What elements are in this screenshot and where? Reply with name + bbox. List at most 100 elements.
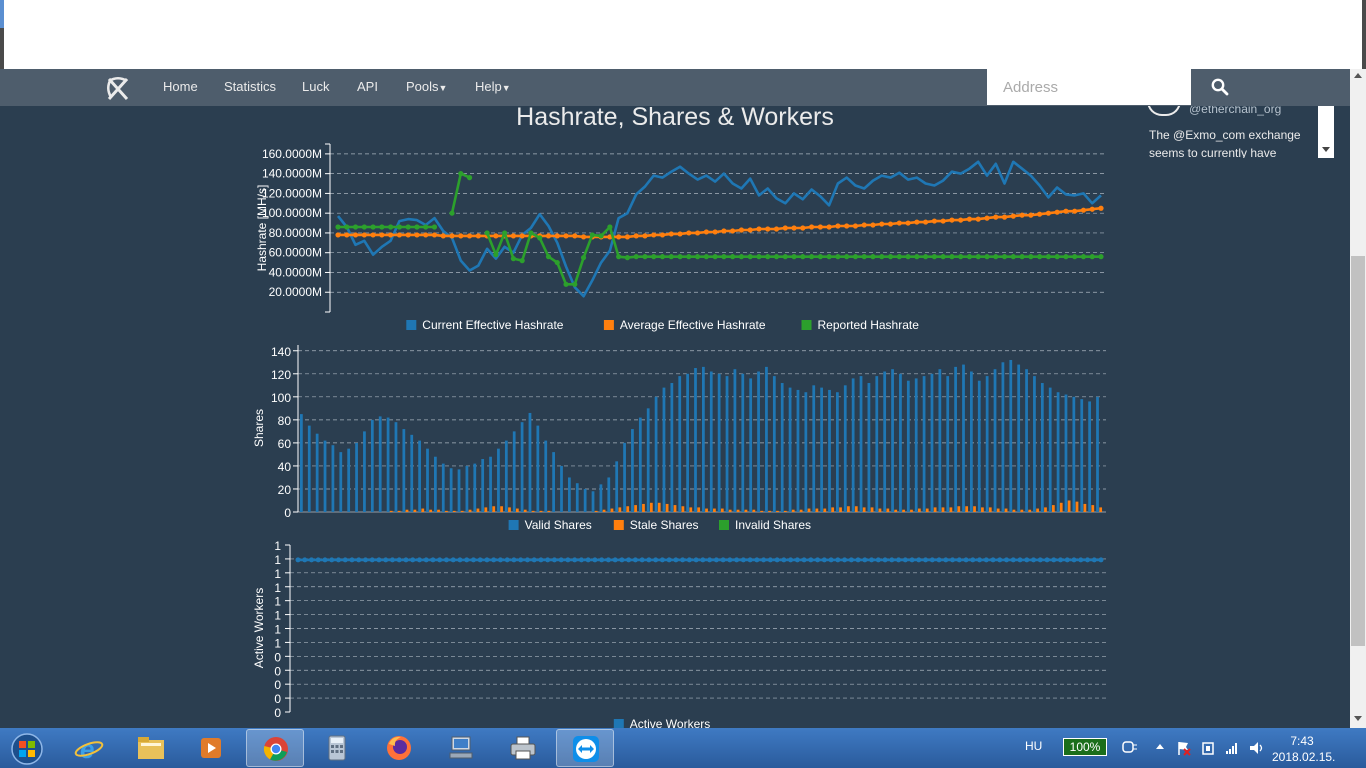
start-button[interactable] [2,729,52,767]
volume-icon[interactable] [1248,740,1266,756]
scroll-up-arrow-icon[interactable] [1354,73,1362,78]
data-point [1098,557,1104,563]
valid-share-bar [662,387,666,512]
data-point [379,232,385,238]
taskbar-ie[interactable]: e [60,729,118,767]
data-point [1045,254,1051,260]
taskbar-network[interactable] [432,729,490,767]
stale-share-bar [594,510,598,512]
data-point [414,224,420,230]
stale-share-bar [602,509,606,512]
data-point [493,233,499,239]
data-point [1010,557,1016,563]
data-point [466,233,473,239]
scroll-down-arrow-icon[interactable] [1354,716,1362,721]
stale-share-bar [728,509,732,512]
address-search-input[interactable] [987,69,1191,105]
data-point [1078,557,1084,563]
data-point [633,254,639,260]
data-point [984,215,990,221]
data-point [578,557,584,563]
data-point [405,224,411,230]
valid-share-bar [1056,392,1060,512]
stale-share-bar [925,508,929,512]
clock[interactable]: 7:43 2018.02.15. [1272,733,1335,765]
search-button[interactable] [1191,69,1249,105]
valid-share-bar [1088,401,1091,512]
data-point [712,254,718,260]
taskbar-explorer[interactable] [122,729,180,767]
data-point [914,219,920,225]
nav-help-dropdown[interactable]: Help▼ [475,79,511,96]
data-point [949,254,955,260]
data-point [376,557,382,563]
data-point [414,232,420,238]
scrollbar-thumb[interactable] [1351,256,1365,646]
taskbar-media-player[interactable] [182,729,240,767]
battery-indicator[interactable]: 100% [1063,738,1107,756]
valid-share-bar [741,373,745,512]
taskbar-firefox[interactable] [370,729,428,767]
data-point [1019,254,1025,260]
language-indicator[interactable]: HU [1025,739,1043,753]
page-title: Hashrate, Shares & Workers [516,103,834,131]
data-point [1019,212,1025,218]
y-tick-label: 0 [274,692,281,706]
data-point [694,254,701,260]
data-point [537,235,543,241]
stale-share-bar [523,509,527,512]
data-point [677,231,683,237]
stale-share-bar [996,508,1000,512]
y-tick-label: 0 [274,650,281,664]
pickaxe-logo-icon[interactable] [104,74,132,102]
data-point [335,557,341,563]
valid-share-bar [891,369,894,512]
power-plug-icon[interactable] [1120,740,1138,754]
data-point [966,216,973,222]
data-point [997,557,1003,563]
valid-share-bar [591,491,595,512]
data-point [1080,207,1087,213]
data-point [943,557,949,563]
twitter-handle[interactable]: @etherchain_org [1189,106,1282,116]
legend-swatch [613,520,624,530]
data-point [626,557,632,563]
data-point [423,557,429,563]
data-point [984,254,990,260]
show-hidden-icons-icon[interactable] [1155,742,1165,752]
stale-share-bar [823,508,827,512]
data-point [869,557,875,563]
stale-share-bar [776,510,779,512]
data-point [1017,557,1023,563]
page-scrollbar[interactable] [1350,69,1366,728]
stale-share-bar [1091,505,1095,512]
data-point [782,254,788,260]
data-point [852,254,859,260]
taskbar-printer[interactable] [494,729,552,767]
data-point [1001,214,1008,220]
nav-statistics[interactable]: Statistics [224,79,277,94]
nav-home[interactable]: Home [163,79,198,94]
data-point [308,557,314,563]
data-point [761,557,767,563]
action-center-flag-icon[interactable] [1176,740,1192,756]
valid-share-bar [646,408,650,512]
data-point [956,557,962,563]
valid-share-bar [1025,369,1028,512]
data-point [295,557,301,563]
taskbar-calculator[interactable] [308,729,366,767]
device-manager-icon[interactable] [1200,740,1216,756]
valid-share-bar [875,376,879,512]
data-point [800,225,806,231]
twitter-scrollbar[interactable] [1318,106,1334,158]
valid-share-bar [725,376,729,512]
nav-pools-dropdown[interactable]: Pools▼ [406,79,447,96]
nav-api[interactable]: API [357,79,378,94]
taskbar-teamviewer[interactable] [556,729,614,767]
data-point [302,557,308,563]
nav-luck[interactable]: Luck [302,79,330,94]
data-point [773,226,780,232]
taskbar-chrome[interactable] [246,729,304,767]
network-signal-icon[interactable] [1224,740,1240,756]
printer-icon [510,736,536,760]
